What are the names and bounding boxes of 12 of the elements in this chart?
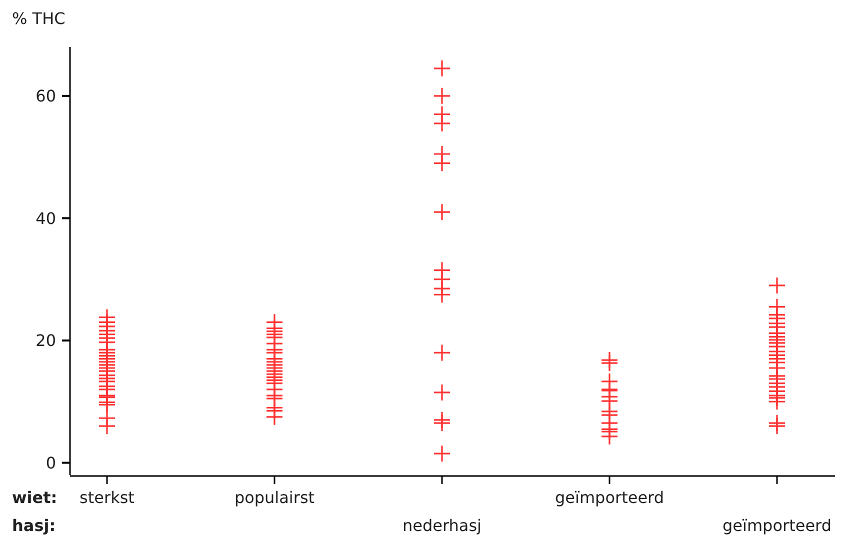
x-tick-label: populairst (234, 488, 315, 507)
y-tick-label: 20 (36, 331, 56, 350)
text: hasj: (12, 516, 56, 535)
x-tick-label: geïmporteerd (555, 488, 664, 507)
y-tick-label: 40 (36, 208, 56, 228)
y-tick-label: 0 (46, 453, 56, 472)
y-axis-title: % THC (12, 9, 66, 28)
text: nederhasj (402, 516, 482, 535)
text: wiet: (12, 488, 58, 507)
text: geïmporteerd (722, 516, 832, 535)
y-tick-label: 60 (36, 86, 56, 106)
x-tick-label: sterkst (80, 488, 134, 507)
